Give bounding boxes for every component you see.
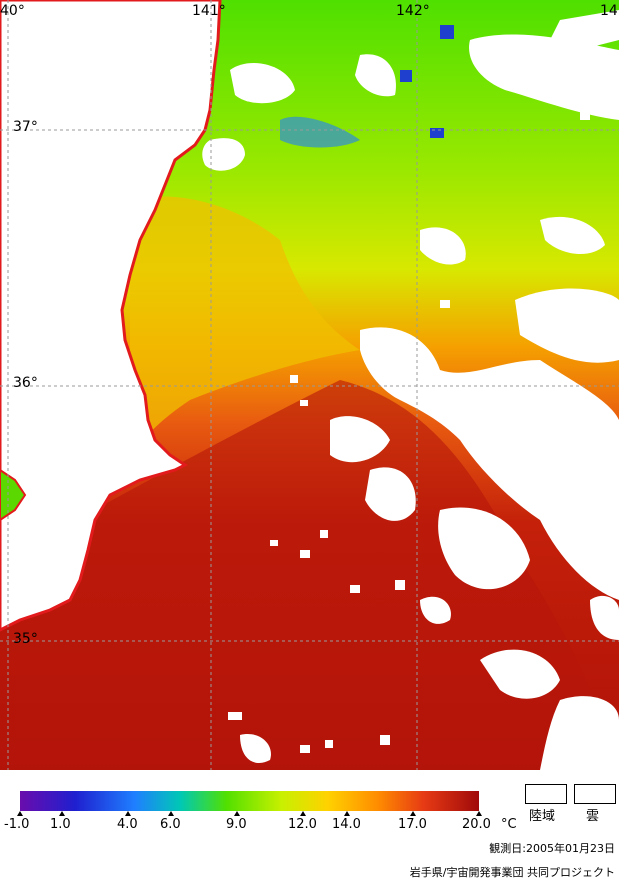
color-scale-legend	[17, 791, 482, 816]
lon-label-142: 142°	[396, 3, 430, 19]
credit-line: 岩手県/宇宙開発事業団 共同プロジェクト	[409, 866, 615, 879]
scale-tick-marks	[17, 811, 482, 816]
lon-label-140: 40°	[0, 3, 25, 19]
scale-tick-label: 12.0	[288, 817, 317, 832]
observation-date: 観測日:2005年01月23日	[489, 842, 615, 855]
cold-patch	[400, 70, 412, 82]
scale-tick-label: 9.0	[226, 817, 247, 832]
cold-patch	[440, 25, 454, 39]
cold-patch	[280, 116, 360, 148]
lat-label-37: 37°	[13, 119, 38, 135]
lon-label-141: 141°	[192, 3, 226, 19]
scale-tick-label: 6.0	[160, 817, 181, 832]
cold-patch	[430, 128, 444, 138]
lat-label-35: 35°	[13, 631, 38, 647]
color-scale-bar	[20, 791, 479, 811]
cloud-key-box	[574, 784, 616, 804]
graticule	[0, 0, 619, 770]
scale-tick-label: 20.0	[462, 817, 491, 832]
scale-tick-label: 1.0	[50, 817, 71, 832]
sst-map	[0, 0, 619, 770]
scale-tick-label: 17.0	[398, 817, 427, 832]
coastal-band	[130, 196, 360, 461]
scale-tick-label: 14.0	[332, 817, 361, 832]
cloud-key-label: 雲	[586, 809, 600, 824]
land-key-box	[525, 784, 567, 804]
land-inlet	[202, 138, 245, 171]
scale-tick-label: 4.0	[117, 817, 138, 832]
lat-label-36: 36°	[13, 375, 38, 391]
land-patch	[0, 468, 27, 522]
scale-unit: °C	[501, 817, 517, 832]
lon-label-143: 14	[600, 3, 618, 19]
land-key-label: 陸域	[529, 809, 556, 824]
cloud-cover	[228, 10, 619, 770]
scale-tick-label: -1.0	[4, 817, 30, 832]
warm-region	[0, 380, 619, 770]
